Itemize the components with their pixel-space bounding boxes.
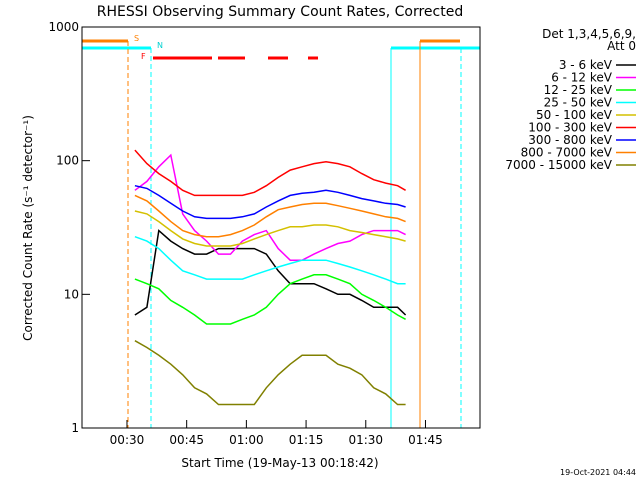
annotation: N <box>157 41 163 50</box>
x-tick-label: 01:45 <box>408 433 443 447</box>
annotation: S <box>134 34 139 43</box>
x-axis-label: Start Time (19-May-13 00:18:42) <box>181 456 378 470</box>
y-tick-label: 1 <box>71 421 79 435</box>
legend-label: 6 - 12 keV <box>551 71 613 85</box>
legend-title: Det 1,3,4,5,6,9, <box>542 27 636 41</box>
legend-label: 800 - 7000 keV <box>521 146 613 160</box>
legend-label: 12 - 25 keV <box>544 83 613 97</box>
time-lines <box>127 41 462 428</box>
legend-label: 100 - 300 keV <box>528 121 612 135</box>
legend-label: 7000 - 15000 keV <box>505 158 612 172</box>
series-line <box>134 229 407 316</box>
x-tick-label: 00:45 <box>169 433 204 447</box>
legend-label: 300 - 800 keV <box>528 133 612 147</box>
plot-frame <box>81 26 481 429</box>
series-line <box>134 194 406 238</box>
series-line <box>134 149 406 197</box>
y-tick-label: 1000 <box>48 20 79 34</box>
x-tick-label: 01:15 <box>289 433 324 447</box>
legend-label: 25 - 50 keV <box>544 96 613 110</box>
series-line <box>134 184 406 220</box>
legend-label: 50 - 100 keV <box>536 108 613 122</box>
y-tick-label: 100 <box>56 154 79 168</box>
series-line <box>134 340 406 406</box>
overlay <box>82 39 480 60</box>
series-line <box>134 235 406 285</box>
series-line <box>134 274 406 325</box>
annotation: F <box>141 52 146 61</box>
x-tick-label: 00:30 <box>110 433 145 447</box>
x-tick-label: 01:00 <box>229 433 264 447</box>
series-line <box>134 153 406 261</box>
x-tick-label: 01:30 <box>348 433 383 447</box>
legend-label: 3 - 6 keV <box>559 58 613 72</box>
y-axis-label: Corrected Count Rate (s⁻¹ detector⁻¹) <box>21 115 35 341</box>
legend-title: Att 0 <box>607 39 636 53</box>
series-line <box>134 210 406 247</box>
y-tick-label: 10 <box>64 287 79 301</box>
chart-title: RHESSI Observing Summary Count Rates, Co… <box>97 4 463 20</box>
timestamp: 19-Oct-2021 04:44 <box>560 468 636 477</box>
